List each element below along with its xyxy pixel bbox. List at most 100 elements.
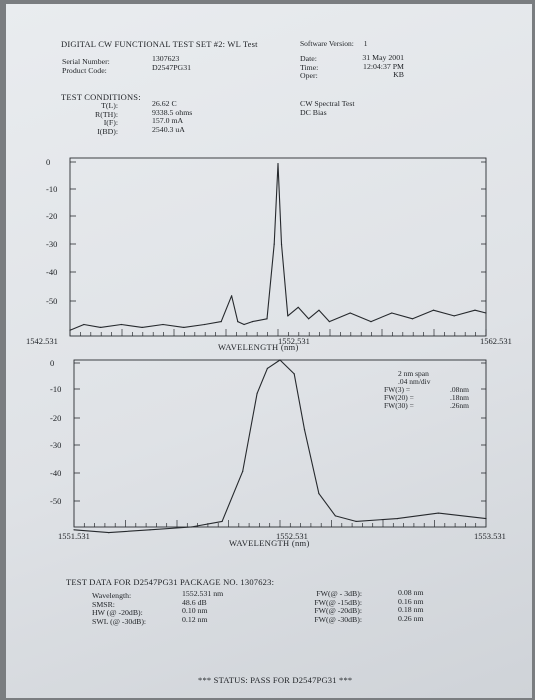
chart1-y-tick-label: -50 <box>46 296 57 306</box>
cond-value-if: 157.0 mA <box>152 116 184 125</box>
test-data-values-1: 1552.531 nm 48.6 dB 0.10 nm 0.12 nm <box>182 589 224 624</box>
chart1-data-point <box>141 326 143 328</box>
conditions-labels: T(L): R(TH): I(F): I(BD): <box>72 101 118 136</box>
chart1-data-point <box>432 309 434 311</box>
cond-label-rth: R(TH): <box>95 109 118 119</box>
chart2-data-point <box>256 392 258 394</box>
chart1-data-point <box>370 321 372 323</box>
td-value-fw20: 0.18 nm <box>398 605 424 614</box>
conditions-values: 26.62 C 9338.5 ohms 157.0 mA 2540.3 uA <box>152 99 192 134</box>
software-label: Software Version: <box>300 39 354 48</box>
chart1-data-point <box>183 326 185 328</box>
date-values: 31 May 2001 12:04:37 PM KB <box>346 53 404 80</box>
chart2-annotation: 2 nm span <box>398 369 429 378</box>
date-value: 31 May 2001 <box>362 53 404 62</box>
chart2-y-tick-label: 0 <box>50 358 54 368</box>
chart1-data-point <box>412 318 414 320</box>
td-value-fw15: 0.16 nm <box>398 596 424 606</box>
test-mode: CW Spectral Test DC Bias <box>300 99 355 117</box>
chart2-annotation: .04 nm/div <box>398 377 431 386</box>
td-label-fw15: FW(@ -15dB): <box>314 597 362 607</box>
time-label: Time: <box>300 62 319 72</box>
chart1-data-point <box>69 329 71 331</box>
date-label: Date: <box>300 54 317 63</box>
chart2-data-point <box>355 520 357 523</box>
chart1-data-point <box>485 312 487 314</box>
chart2-data-point <box>303 429 306 431</box>
chart2-data-point <box>242 470 244 472</box>
status-line: *** STATUS: PASS FOR D2547PG31 *** <box>198 675 353 685</box>
cond-value-ibd: 2540.3 uA <box>152 124 185 134</box>
date-labels: Date: Time: Oper: <box>300 54 319 81</box>
chart1-data-point <box>453 315 455 317</box>
cond-label-if: I(F): <box>103 118 118 127</box>
test-data-labels-1: Wavelength: SMSR: HW (@ -20dB): SWL (@ -… <box>92 591 147 626</box>
chart1-data-point <box>162 323 164 326</box>
chart2-data-point <box>73 529 75 531</box>
test-data-values-2: 0.08 nm 0.16 nm 0.18 nm 0.26 nm <box>398 588 424 623</box>
chart2-fw-label: FW(30) = <box>384 401 414 410</box>
chart1-data-point <box>266 318 268 320</box>
cond-value-tl: 26.62 C <box>152 99 177 108</box>
chart2-fw-value: .18nm <box>450 393 469 402</box>
chart1-frame <box>69 157 487 337</box>
chart1-data-point <box>287 315 289 317</box>
report-title-suffix: WL Test <box>227 39 258 49</box>
chart2-fw-value: .26nm <box>450 401 469 410</box>
chart1-x-tick-label: 1562.531 <box>480 336 512 346</box>
test-data-labels-2: FW(@ - 3dB): FW(@ -15dB): FW(@ -20dB): F… <box>296 589 362 624</box>
chart1-data-point <box>251 321 253 323</box>
chart2-y-tick-label: -10 <box>50 384 61 394</box>
chart2-data-point <box>279 359 281 361</box>
chart1-data-point <box>474 309 476 311</box>
chart1-data-point <box>318 309 320 311</box>
chart2-data-point <box>149 529 151 531</box>
td-value-wavelength: 1552.531 nm <box>182 589 224 598</box>
td-value-swl: 0.12 nm <box>182 614 208 624</box>
chart2-x-tick-label: 1552.531 <box>276 531 308 541</box>
chart2-data-point <box>266 367 268 369</box>
chart1-data-point <box>204 323 206 326</box>
oper-label: Oper: <box>300 71 318 80</box>
software-version: Software Version: 1 <box>300 40 367 48</box>
td-label-fw20: FW(@ -20dB): <box>314 606 362 615</box>
chart1-y-tick-label: -40 <box>46 267 57 277</box>
test-report-sheet: DIGITAL CW FUNCTIONAL TEST SET #2: WL Te… <box>6 4 532 698</box>
chart2-x-axis-label: WAVELENGTH (nm) <box>229 538 310 548</box>
software-value: 1 <box>363 39 368 48</box>
chart1-data-point <box>100 326 102 328</box>
td-label-fw30: FW(@ -30dB): <box>314 614 362 624</box>
td-value-fw3: 0.08 nm <box>398 588 424 597</box>
mode-dc-bias: DC Bias <box>300 107 327 117</box>
td-value-fw30: 0.26 nm <box>398 613 424 623</box>
serial-labels: Serial Number: Product Code: <box>62 57 110 75</box>
chart1-data-point <box>280 243 283 245</box>
chart1-series-line <box>69 163 487 331</box>
chart2-data-point <box>396 518 398 520</box>
product-label: Product Code: <box>62 65 107 75</box>
td-label-swl: SWL (@ -30dB): <box>92 616 147 626</box>
td-label-hw: HW (@ -20dB): <box>92 608 143 617</box>
product-value: D2547PG31 <box>152 62 191 72</box>
mode-spectral: CW Spectral Test <box>300 99 355 108</box>
chart1-data-point <box>308 318 310 320</box>
chart1-x-tick-label: 1552.531 <box>278 336 310 346</box>
chart1-y-tick-label: -10 <box>46 184 57 194</box>
td-label-fw3: FW(@ - 3dB): <box>316 589 362 598</box>
chart1-data-point <box>349 312 351 314</box>
chart1-data-point <box>277 163 279 165</box>
chart1-data-point <box>83 323 85 326</box>
chart2-data-point <box>108 532 110 534</box>
chart1-data-point <box>328 321 330 323</box>
chart2-fw-label: FW(20) = <box>384 393 414 402</box>
chart2-y-tick-label: -30 <box>50 440 61 450</box>
chart1-y-tick-label: -20 <box>46 211 57 221</box>
report-title: DIGITAL CW FUNCTIONAL TEST SET #2: WL Te… <box>61 40 258 49</box>
chart2-data-point <box>437 512 439 514</box>
conditions-title: TEST CONDITIONS: <box>61 92 141 102</box>
time-value: 12:04:37 PM <box>363 61 404 71</box>
chart2-data-point <box>318 493 320 495</box>
chart2-data-point <box>190 526 192 528</box>
chart1-data-point <box>273 243 275 245</box>
chart1-data-point <box>231 295 233 297</box>
